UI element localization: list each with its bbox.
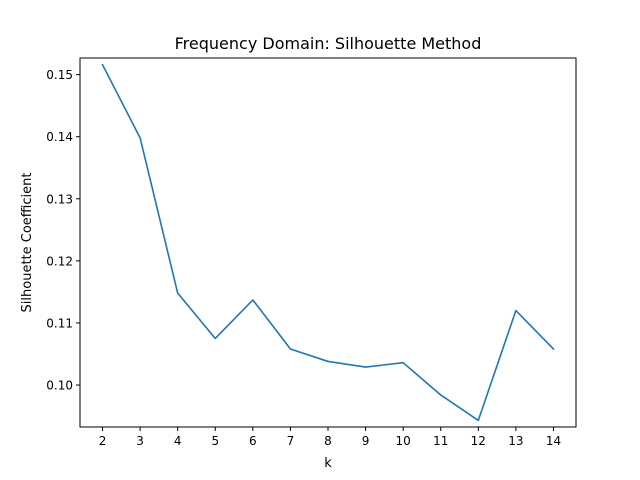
x-tick-label: 12 [471,434,486,448]
x-tick-label: 8 [324,434,332,448]
chart-title: Frequency Domain: Silhouette Method [175,34,482,53]
axes-frame [79,57,577,428]
x-tick-label: 13 [508,434,523,448]
x-tick-label: 14 [546,434,561,448]
x-tick-label: 9 [362,434,370,448]
y-tick-label: 0.14 [46,130,73,144]
y-tick-label: 0.13 [46,192,73,206]
y-axis-label: Silhouette Coefficient [20,173,35,313]
y-tick-label: 0.10 [46,379,73,393]
x-tick-label: 6 [249,434,257,448]
plot-area: 2 3 4 5 6 7 8 9 10 11 12 13 14 0.10 0.11 0.12 0.13 0.14 0.… [46,63,561,448]
x-tick-label: 7 [287,434,295,448]
x-tick-label: 4 [174,434,182,448]
x-axis-label: k [324,456,332,471]
series-line-0 [101,63,555,422]
y-tick-label: 0.15 [46,68,73,82]
x-tick-label: 2 [99,434,107,448]
y-tick-label: 0.12 [46,254,73,268]
x-tick-label: 11 [433,434,448,448]
y-tick-label: 0.11 [46,316,73,330]
x-tick-label: 3 [136,434,144,448]
x-tick-label: 10 [396,434,411,448]
x-tick-label: 5 [211,434,219,448]
